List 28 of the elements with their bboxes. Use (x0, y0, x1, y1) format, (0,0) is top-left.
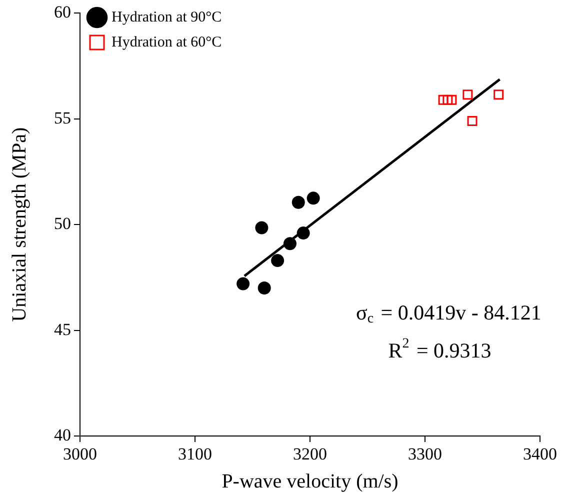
point (258, 282, 271, 295)
x-axis-title: P-wave velocity (m/s) (222, 470, 398, 492)
x-tick-label: 3200 (293, 444, 327, 464)
point (462, 90, 473, 100)
point (296, 226, 310, 240)
point (271, 254, 284, 268)
y-tick-label: 55 (54, 108, 71, 128)
x-tick-label: 3100 (178, 444, 212, 464)
y-axis-title: Uniaxial strength (MPa) (8, 127, 30, 322)
point (306, 192, 320, 205)
point (494, 90, 504, 100)
y-tick-label: 45 (54, 320, 71, 339)
legend-label: Hydration at 60°C (112, 34, 222, 50)
point (438, 94, 448, 105)
point (255, 221, 268, 234)
legend-label: Hydration at 90°C (112, 9, 222, 26)
x-tick-label: 3000 (63, 444, 97, 464)
point (442, 94, 453, 105)
x-tick-label: 3300 (408, 444, 442, 464)
y-tick-label: 60 (54, 2, 71, 22)
y-tick-label: 50 (54, 214, 71, 234)
x-tick-label: 3400 (523, 444, 557, 464)
y-tick-label: 40 (54, 425, 71, 444)
point (292, 196, 305, 209)
point (467, 116, 478, 126)
point (236, 277, 250, 290)
point (446, 94, 457, 105)
point (283, 237, 296, 250)
